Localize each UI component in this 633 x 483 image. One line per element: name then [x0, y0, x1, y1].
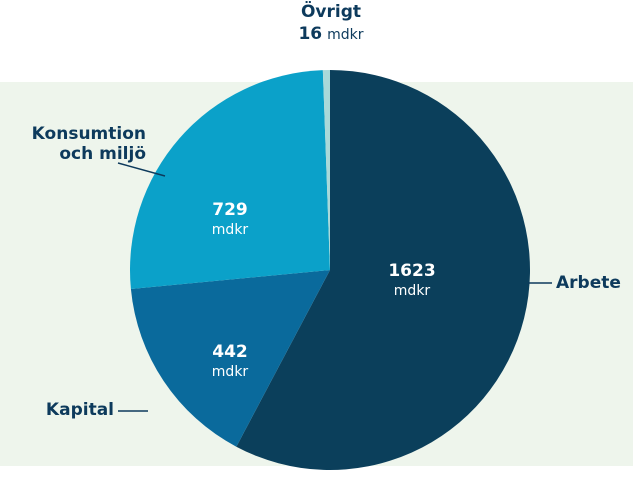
pie-slice	[130, 270, 330, 447]
category-label: Övrigt	[300, 2, 362, 22]
value: 16	[298, 24, 323, 44]
pie-slice	[130, 70, 330, 289]
category-label: Arbete	[556, 273, 621, 293]
pie-slice	[322, 70, 330, 270]
pie-slice	[236, 70, 530, 470]
value-label: 442 mdkr	[190, 342, 270, 382]
value-label: 729 mdkr	[190, 200, 270, 240]
value-label: 16 mdkr	[266, 24, 396, 45]
category-label: Konsumtion och miljö	[31, 124, 146, 164]
unit: mdkr	[211, 222, 249, 238]
value: 442	[212, 342, 248, 362]
unit: mdkr	[393, 283, 431, 299]
unit: mdkr	[211, 364, 249, 380]
value: 729	[212, 200, 248, 220]
leader-line	[117, 162, 166, 177]
category-label: Kapital	[45, 400, 114, 420]
value-label: 1623 mdkr	[372, 261, 452, 301]
value: 1623	[388, 261, 436, 281]
unit: mdkr	[327, 27, 364, 43]
